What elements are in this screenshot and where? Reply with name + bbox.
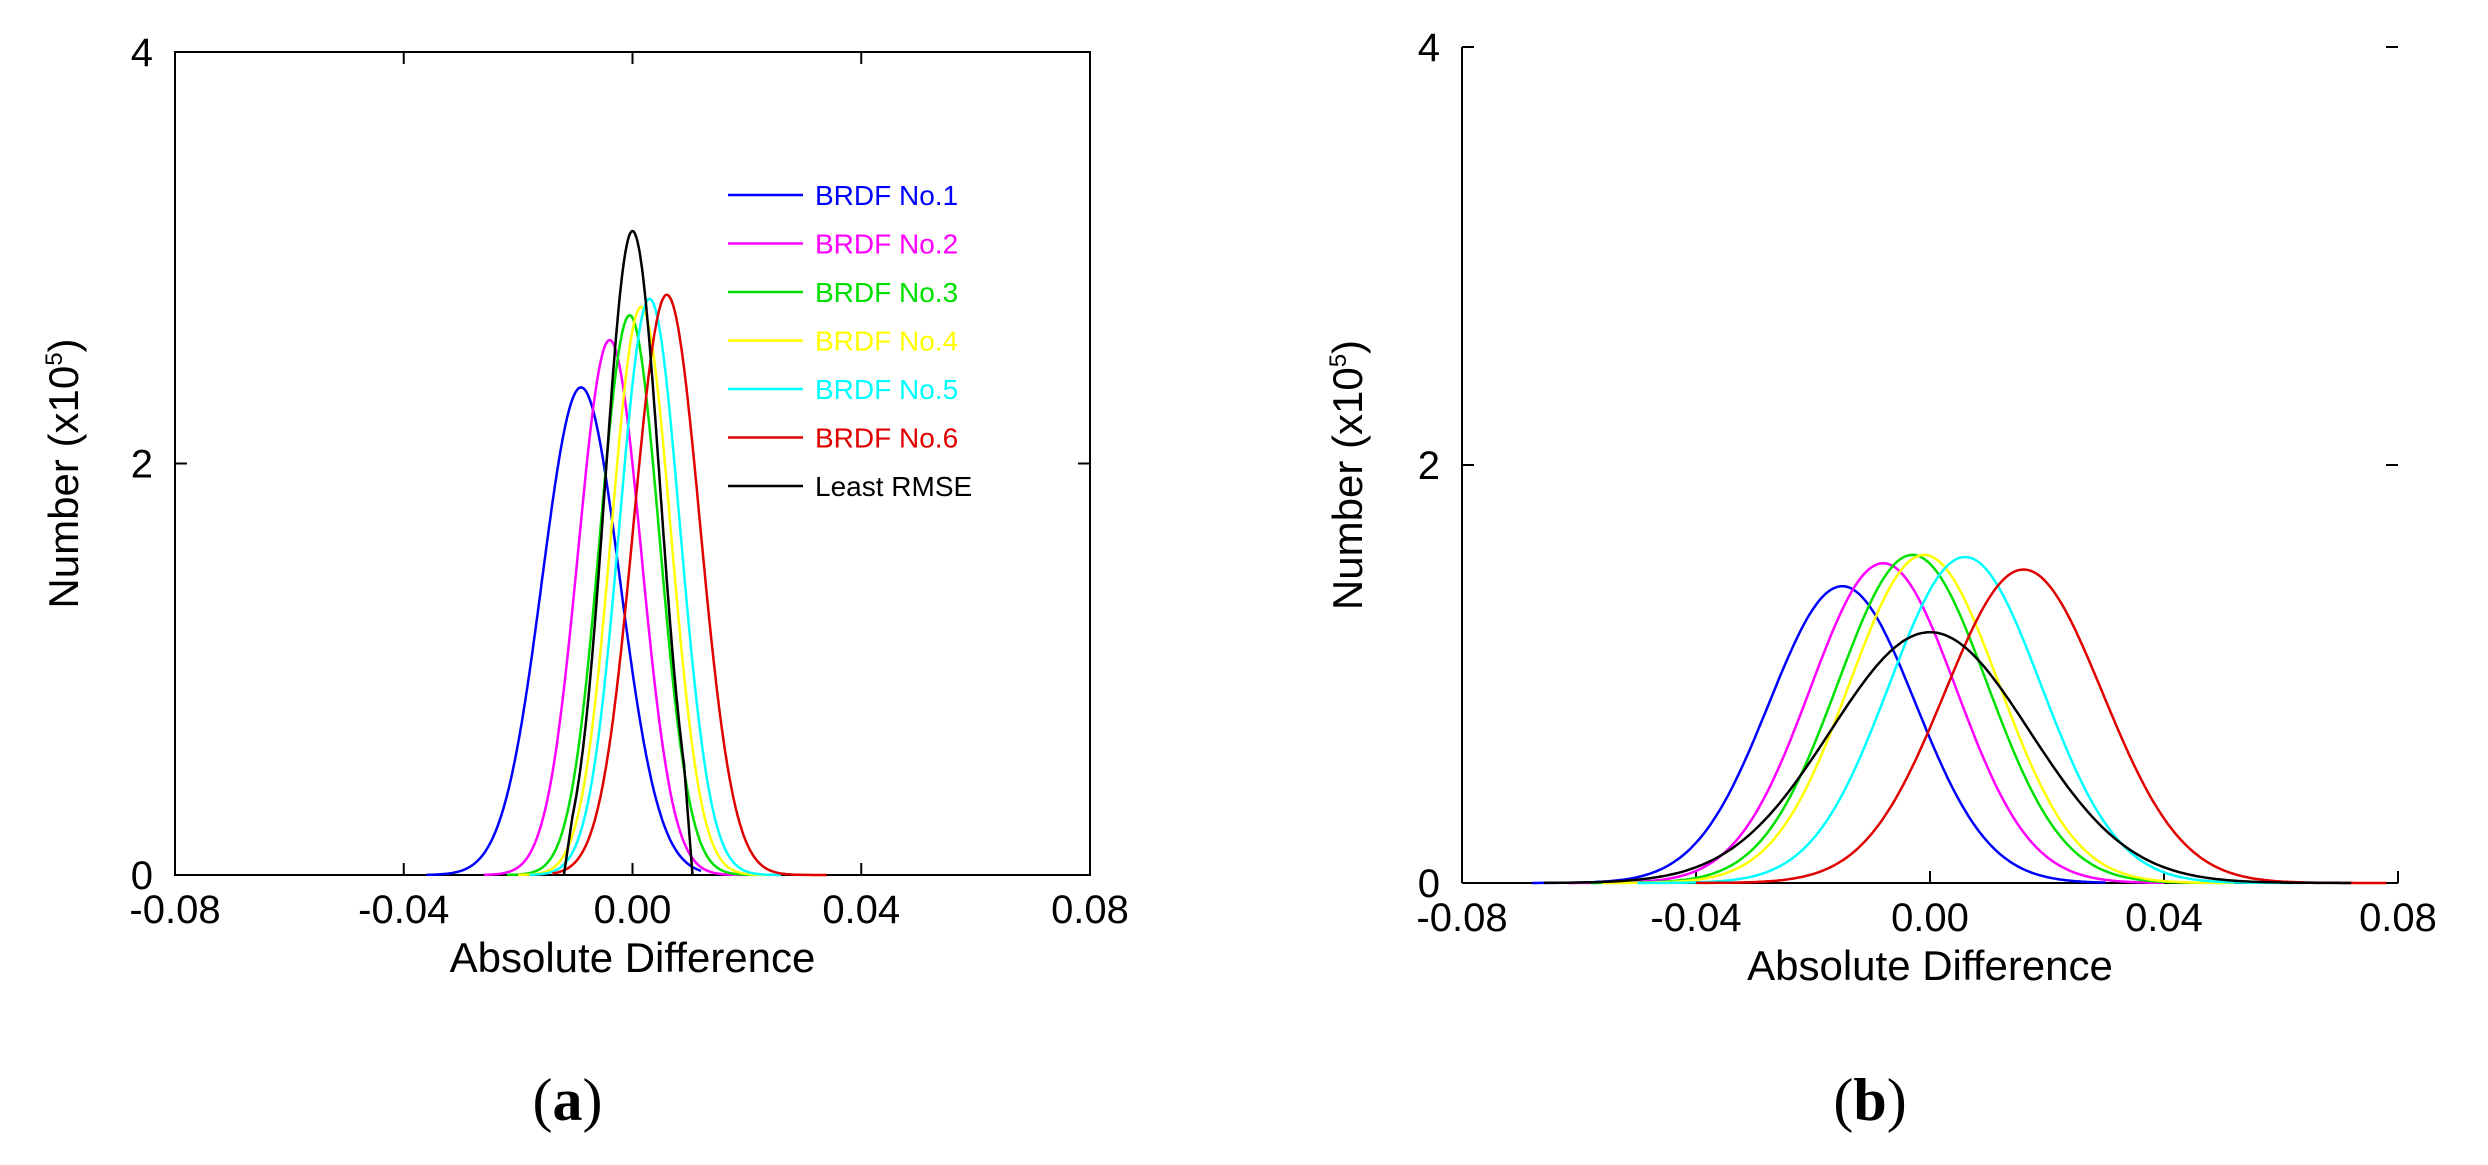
- series-line-b-6: [1696, 568, 2387, 885]
- y-axis-label-a-main: Number (x10: [40, 366, 87, 609]
- caption-b: (b): [1833, 1067, 1906, 1133]
- x-tick-label: 0.08: [2359, 896, 2437, 940]
- caption-b-open: (: [1833, 1067, 1853, 1133]
- series-line-a-6: [552, 293, 827, 877]
- series-line-a-1: [426, 386, 702, 877]
- y-axis-label-a-exponent: 5: [41, 352, 68, 365]
- y-tick-label: 0: [1418, 862, 1440, 906]
- caption-a-open: (: [533, 1067, 553, 1133]
- x-tick-label: 0.08: [1051, 888, 1129, 932]
- y-axis-label-a: Number (x105): [40, 338, 87, 608]
- x-tick-label: -0.04: [1650, 896, 1741, 940]
- y-tick-label: 4: [131, 31, 153, 75]
- x-ticks-b: -0.08 -0.04 0.00 0.04 0.08: [1416, 871, 2437, 940]
- panel-a: 024 -0.08 -0.04 0.00 0.04 0.08 BRDF No.1BRDF…: [40, 31, 1129, 1133]
- legend-entry: Least RMSE: [815, 471, 972, 502]
- caption-b-letter: b: [1853, 1067, 1886, 1133]
- series-line-b-7: [1543, 630, 2352, 885]
- legend-entry: BRDF No.1: [815, 180, 958, 211]
- axes-b: [1461, 47, 2399, 884]
- y-tick-label: 4: [1418, 26, 1440, 70]
- curves-a: [426, 229, 827, 877]
- series-line-a-7: [562, 229, 694, 876]
- x-tick-label: -0.04: [358, 888, 449, 932]
- y-axis-label-a-close: ): [40, 338, 87, 352]
- x-ticks-a: -0.08 -0.04 0.00 0.04 0.08: [129, 52, 1129, 932]
- legend-entry: BRDF No.4: [815, 326, 958, 357]
- panel-b: 0 2 4 -0.08 -0.04 0.00 0.04 0.08 Absolute Diff…: [1324, 26, 2437, 1133]
- caption-a-close: ): [583, 1067, 603, 1133]
- caption-b-close: ): [1887, 1067, 1907, 1133]
- legend-a: BRDF No.1 BRDF No.2 BRDF No.3 BRDF No.4 BRDF…: [728, 180, 972, 502]
- y-axis-label-b-exponent: 5: [1325, 354, 1352, 367]
- curves-b: [1532, 553, 2387, 885]
- y-axis-label-b-close: ): [1324, 340, 1371, 354]
- x-tick-label: -0.08: [1416, 896, 1507, 940]
- legend-entry: BRDF No.5: [815, 374, 958, 405]
- series-line-b-4: [1602, 553, 2235, 885]
- legend-entry: BRDF No.6: [815, 423, 958, 454]
- caption-a-letter: a: [553, 1067, 583, 1133]
- y-ticks-a: 0 2 4: [131, 31, 1090, 898]
- legend-entry: BRDF No.2: [815, 229, 958, 260]
- x-tick-label: 0.00: [594, 888, 672, 932]
- y-ticks-b: 0 2 4: [1418, 26, 2398, 906]
- series-line-a-5: [529, 297, 782, 877]
- caption-a: (a): [533, 1067, 603, 1133]
- x-tick-label: 0.04: [2125, 896, 2203, 940]
- y-tick-label: 0: [131, 854, 153, 898]
- y-axis-label-b-main: Number (x10: [1324, 367, 1371, 610]
- y-axis-label-b: Number (x105): [1324, 340, 1371, 610]
- legend-entry: BRDF No.3: [815, 277, 958, 308]
- x-axis-label-a: Absolute Difference: [450, 934, 816, 981]
- series-line-b-2: [1567, 561, 2164, 885]
- x-tick-label: 0.00: [1891, 896, 1969, 940]
- x-tick-label: 0.04: [822, 888, 900, 932]
- y-tick-label: 2: [131, 443, 153, 487]
- series-line-b-1: [1532, 584, 2106, 885]
- series-line-b-5: [1637, 555, 2293, 885]
- series-line-b-3: [1590, 553, 2223, 885]
- x-tick-label: -0.08: [129, 888, 220, 932]
- x-axis-label-b: Absolute Difference: [1747, 942, 2113, 989]
- series-line-a-3: [506, 314, 759, 877]
- y-tick-label: 2: [1418, 444, 1440, 488]
